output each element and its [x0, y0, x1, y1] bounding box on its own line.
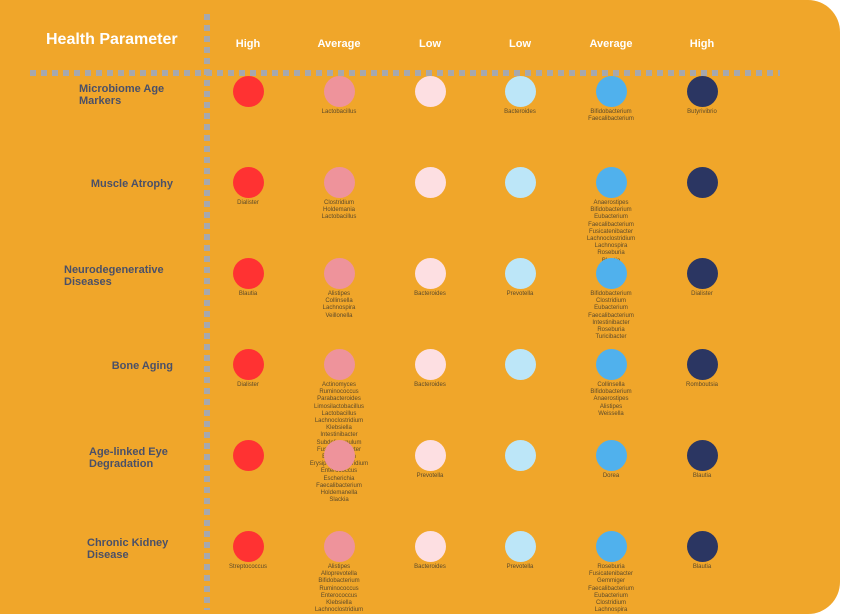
bacteria-list-muscle-atrophy-average-blue: Anaerostipes Bifidobacterium Eubacterium Fa… [586, 200, 636, 264]
dot-neurodegenerative-diseases-low-pink [414, 258, 446, 289]
row-label-chronic-kidney-disease: Chronic Kidney Disease [87, 537, 169, 561]
dot-age-linked-eye-degradation-low-blue [504, 440, 536, 471]
dot-microbiome-age-markers-average-blue [595, 76, 627, 107]
dot-muscle-atrophy-average-pink [323, 167, 355, 198]
dot-neurodegenerative-diseases-low-blue [504, 258, 536, 289]
bacteria-list-bone-aging-low-pink: Bacteroides [414, 382, 446, 388]
dot-muscle-atrophy-low-blue [504, 167, 536, 198]
bacteria-list-chronic-kidney-disease-average-pink: Alistipes Alloprevotella Bifidobacterium Ru… [314, 564, 364, 614]
bacteria-list-bone-aging-high-navy: Romboutsia [685, 382, 718, 388]
bacteria-list-chronic-kidney-disease-low-blue: Prevotella [506, 564, 534, 570]
dot-bone-aging-average-blue [595, 349, 627, 380]
dot-muscle-atrophy-high-red [232, 167, 264, 198]
dot-neurodegenerative-diseases-average-pink [323, 258, 355, 289]
dot-neurodegenerative-diseases-high-navy [686, 258, 718, 289]
dot-chronic-kidney-disease-low-pink [414, 531, 446, 562]
column-header-low-pink: Low [419, 38, 441, 50]
dot-chronic-kidney-disease-average-pink [323, 531, 355, 562]
dot-microbiome-age-markers-low-pink [414, 76, 446, 107]
column-header-high-navy: High [689, 38, 715, 50]
dot-muscle-atrophy-high-navy [686, 167, 718, 198]
dot-microbiome-age-markers-high-red [232, 76, 264, 107]
bacteria-list-neurodegenerative-diseases-average-pink: Alistipes Collinsella Lachnospira Veillonel… [322, 291, 356, 319]
column-header-average-pink: Average [317, 38, 361, 50]
bacteria-list-age-linked-eye-degradation-high-navy: Blautia [692, 473, 712, 479]
dot-bone-aging-average-pink [323, 349, 355, 380]
dot-age-linked-eye-degradation-low-pink [414, 440, 446, 471]
vertical-dotted-divider [204, 14, 210, 610]
bacteria-list-chronic-kidney-disease-average-blue: Roseburia Fusicatenibacter Gemmiger Faecali… [588, 564, 634, 614]
row-label-muscle-atrophy: Muscle Atrophy [90, 178, 173, 190]
column-header-average-blue: Average [589, 38, 633, 50]
bacteria-list-neurodegenerative-diseases-low-blue: Prevotella [506, 291, 534, 297]
bacteria-list-microbiome-age-markers-high-navy: Butyrivibrio [687, 109, 717, 115]
dot-bone-aging-high-navy [686, 349, 718, 380]
dot-age-linked-eye-degradation-average-blue [595, 440, 627, 471]
dot-muscle-atrophy-average-blue [595, 167, 627, 198]
dot-neurodegenerative-diseases-high-red [232, 258, 264, 289]
horizontal-dotted-divider [30, 70, 780, 76]
dot-bone-aging-high-red [232, 349, 264, 380]
column-header-low-blue: Low [509, 38, 531, 50]
dot-age-linked-eye-degradation-high-red [232, 440, 264, 471]
bacteria-list-age-linked-eye-degradation-average-blue: Dorea [602, 473, 620, 479]
row-label-age-linked-eye-degradation: Age-linked Eye Degradation [89, 446, 168, 470]
bacteria-list-neurodegenerative-diseases-high-red: Blautia [238, 291, 258, 297]
dot-chronic-kidney-disease-average-blue [595, 531, 627, 562]
dot-chronic-kidney-disease-high-navy [686, 531, 718, 562]
dot-age-linked-eye-degradation-high-navy [686, 440, 718, 471]
bacteria-list-chronic-kidney-disease-high-navy: Blautia [692, 564, 712, 570]
bacteria-list-neurodegenerative-diseases-high-navy: Dialister [691, 291, 713, 297]
bacteria-list-microbiome-age-markers-low-blue: Bacteroides [504, 109, 536, 115]
bacteria-list-bone-aging-high-red: Dialister [237, 382, 259, 388]
bacteria-list-microbiome-age-markers-average-pink: Lactobacillus [321, 109, 357, 115]
health-parameter-header: Health Parameter [46, 31, 178, 48]
dot-microbiome-age-markers-low-blue [504, 76, 536, 107]
column-header-high-red: High [235, 38, 261, 50]
dot-bone-aging-low-pink [414, 349, 446, 380]
bacteria-list-microbiome-age-markers-average-blue: Bifidobacterium Faecalibacterium [588, 109, 634, 123]
bacteria-list-neurodegenerative-diseases-average-blue: Bifidobacterium Clostridium Eubacterium Fae… [588, 291, 634, 341]
row-label-microbiome-age-markers: Microbiome Age Markers [79, 83, 165, 107]
row-label-neurodegenerative-diseases: Neurodegenerative Diseases [64, 264, 164, 288]
bacteria-list-age-linked-eye-degradation-low-pink: Prevotella [416, 473, 444, 479]
bacteria-list-muscle-atrophy-average-pink: Clostridium Holdemania Lactobacillus [321, 200, 357, 221]
dot-bone-aging-low-blue [504, 349, 536, 380]
bacteria-list-chronic-kidney-disease-low-pink: Bacteroides [414, 564, 446, 570]
dot-age-linked-eye-degradation-average-pink [323, 440, 355, 471]
bacteria-list-bone-aging-average-blue: Collinsella Bifidobacterium Anaerostipes Al… [590, 382, 632, 417]
dot-chronic-kidney-disease-low-blue [504, 531, 536, 562]
dot-neurodegenerative-diseases-average-blue [595, 258, 627, 289]
bacteria-list-muscle-atrophy-high-red: Dialister [237, 200, 259, 206]
dot-muscle-atrophy-low-pink [414, 167, 446, 198]
bacteria-list-neurodegenerative-diseases-low-pink: Bacteroides [414, 291, 446, 297]
row-label-bone-aging: Bone Aging [111, 360, 173, 372]
dot-chronic-kidney-disease-high-red [232, 531, 264, 562]
bacteria-list-chronic-kidney-disease-high-red: Streptococcus [228, 564, 268, 570]
dot-microbiome-age-markers-average-pink [323, 76, 355, 107]
dot-microbiome-age-markers-high-navy [686, 76, 718, 107]
